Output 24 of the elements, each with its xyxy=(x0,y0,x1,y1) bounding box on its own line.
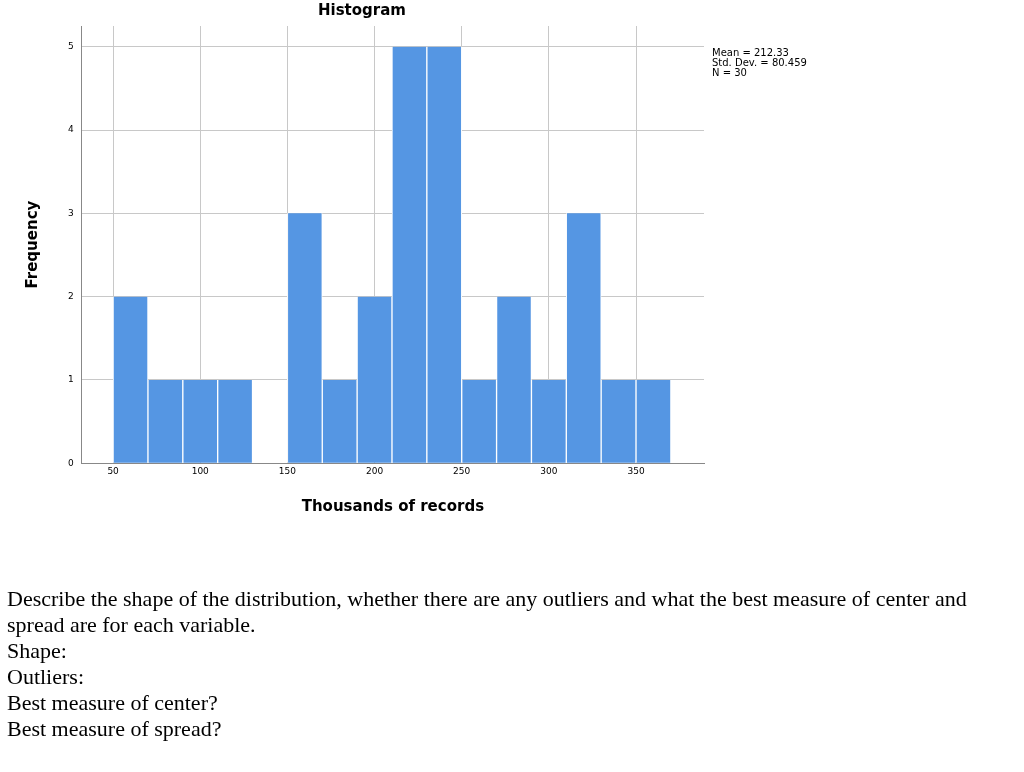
x-axis-title: Thousands of records xyxy=(301,496,485,515)
text: Describe the shape of the distribution, whether there are any outliers and what the best measure of center and spread are for each variable. xyxy=(7,586,968,638)
x-tick-label: 300 xyxy=(540,465,558,476)
x-tick-label: 100 xyxy=(191,465,210,476)
chart-title: Histogram xyxy=(318,0,406,19)
text: Mean = 212.33 xyxy=(712,46,789,58)
x-tick-label: 50 xyxy=(107,465,120,476)
text: Shape: xyxy=(7,638,68,664)
y-tick-label: 0 xyxy=(67,457,74,468)
y-tick-label: 2 xyxy=(67,290,74,301)
y-tick-label: 4 xyxy=(67,124,74,135)
x-tick-label: 200 xyxy=(365,465,384,476)
text: N = 30 xyxy=(712,66,747,78)
y-tick-label: 3 xyxy=(67,207,74,218)
text: Best measure of spread? xyxy=(7,716,223,742)
x-tick-label: 350 xyxy=(627,465,645,476)
x-tick-label: 150 xyxy=(278,465,297,476)
y-tick-label: 5 xyxy=(67,41,74,52)
y-axis-title: Frequency xyxy=(22,200,41,289)
y-tick-label: 1 xyxy=(67,374,74,385)
text: Outliers: xyxy=(7,664,85,690)
text: Best measure of center? xyxy=(7,690,219,716)
x-tick-label: 250 xyxy=(453,465,471,476)
text: Std. Dev. = 80.459 xyxy=(712,56,807,68)
